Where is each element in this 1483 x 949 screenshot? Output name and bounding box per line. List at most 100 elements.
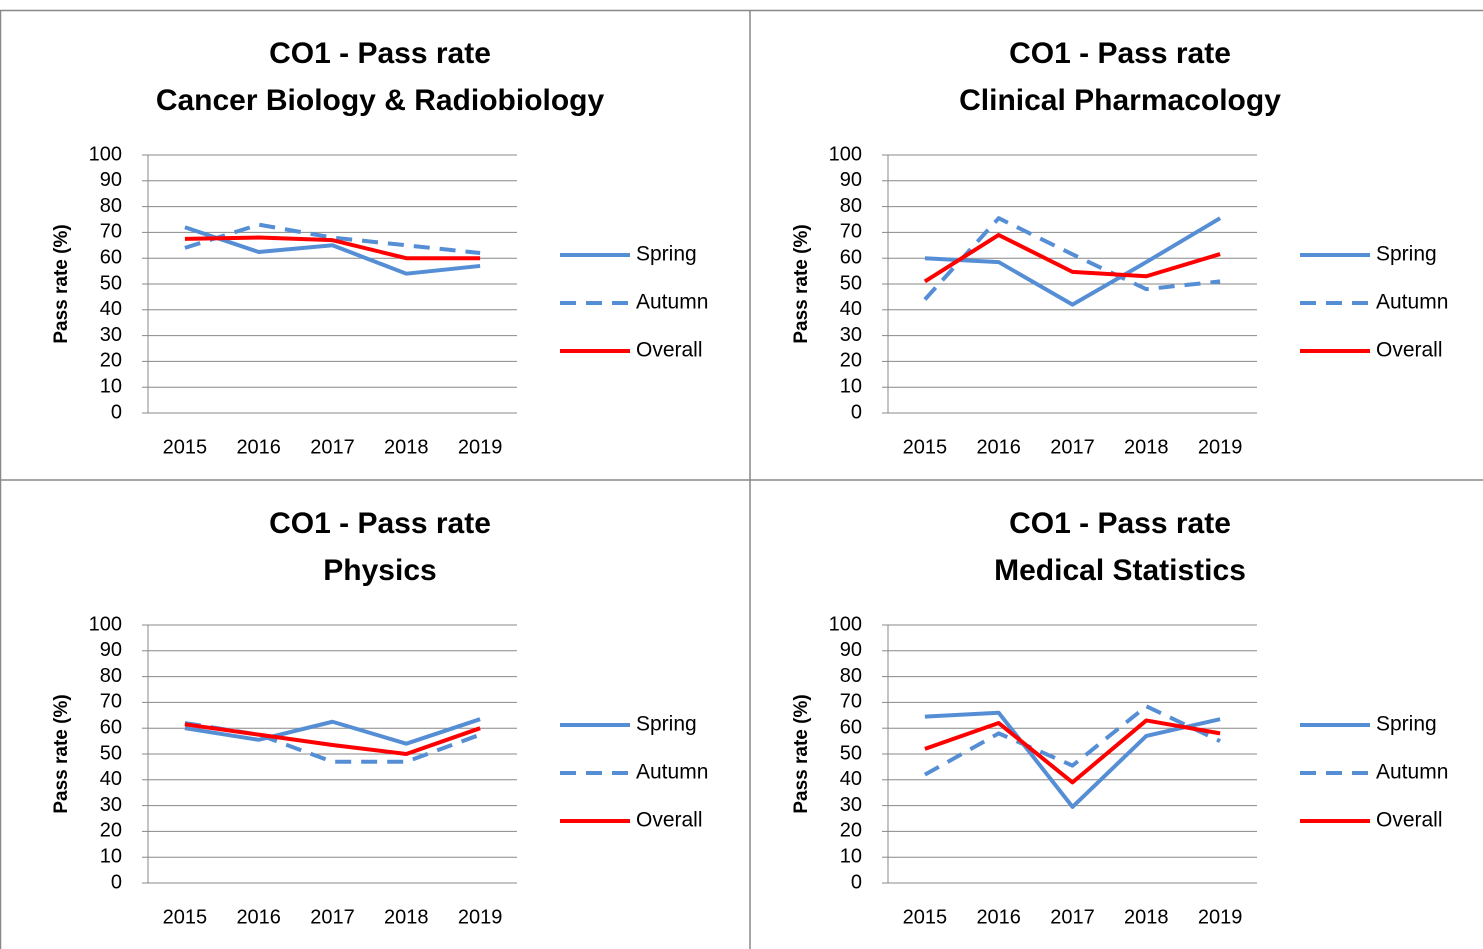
y-tick-label: 100: [89, 143, 122, 165]
series-line: [184, 717, 481, 746]
y-tick-label: 0: [111, 871, 122, 893]
x-tick-label: 2015: [903, 906, 948, 928]
x-tick-label: 2016: [976, 906, 1021, 928]
legend-label: Overall: [1376, 809, 1443, 832]
y-tick-label: 10: [840, 375, 862, 397]
y-tick-label: 90: [100, 639, 122, 661]
series-line: [923, 704, 1221, 777]
y-tick-label: 100: [829, 143, 862, 165]
chart-subtitle: Medical Statistics: [994, 554, 1246, 587]
x-tick-label: 2018: [1124, 906, 1169, 928]
chart: CO1 - Pass rate Cancer Biology & Radiobio…: [51, 37, 708, 458]
y-tick-label: 30: [100, 324, 122, 346]
y-tick-label: 90: [840, 639, 862, 661]
x-tick-label: 2017: [1050, 906, 1095, 928]
y-tick-label: 90: [840, 169, 862, 191]
y-tick-label: 30: [840, 794, 862, 816]
y-tick-label: 40: [100, 768, 122, 790]
x-tick-label: 2017: [1050, 436, 1095, 458]
x-tick-label: 2019: [1198, 906, 1243, 928]
y-tick-label: 90: [100, 169, 122, 191]
y-tick-label: 60: [840, 246, 862, 268]
y-tick-label: 100: [89, 613, 122, 635]
x-tick-label: 2019: [458, 906, 503, 928]
y-tick-label: 0: [111, 401, 122, 423]
y-axis-label: Pass rate (%): [51, 694, 72, 813]
chart-subtitle: Clinical Pharmacology: [959, 84, 1281, 117]
y-tick-label: 80: [100, 665, 122, 687]
y-tick-label: 10: [840, 845, 862, 867]
x-tick-label: 2015: [163, 436, 208, 458]
y-tick-label: 0: [851, 401, 862, 423]
y-tick-label: 10: [100, 375, 122, 397]
panel-border: [0, 9, 1483, 949]
y-tick-label: 50: [840, 742, 862, 764]
y-tick-label: 70: [840, 221, 862, 243]
y-tick-label: 10: [100, 845, 122, 867]
series-line: [924, 718, 1221, 785]
y-tick-label: 70: [100, 691, 122, 713]
legend-label: Overall: [636, 339, 703, 362]
y-tick-label: 60: [100, 246, 122, 268]
y-tick-label: 60: [100, 716, 122, 738]
chart: CO1 - Pass rate Medical Statistics Pass ra…: [791, 507, 1448, 928]
y-tick-label: 20: [100, 820, 122, 842]
chart: CO1 - Pass rate Clinical Pharmacology Pass…: [791, 37, 1448, 458]
chart-title: CO1 - Pass rate: [1009, 37, 1231, 70]
x-tick-label: 2019: [1198, 436, 1243, 458]
legend-label: Spring: [1376, 243, 1437, 266]
chart-title: CO1 - Pass rate: [269, 37, 491, 70]
legend-label: Spring: [636, 243, 697, 266]
legend-label: Autumn: [1376, 291, 1448, 314]
y-tick-label: 30: [840, 324, 862, 346]
series-line: [184, 225, 481, 276]
series-line: [923, 216, 1221, 301]
y-tick-label: 0: [851, 871, 862, 893]
x-tick-label: 2015: [163, 906, 208, 928]
series-line: [924, 710, 1221, 809]
series-line: [184, 235, 481, 261]
y-tick-label: 50: [100, 742, 122, 764]
legend-label: Autumn: [1376, 761, 1448, 784]
y-tick-label: 80: [100, 195, 122, 217]
x-tick-label: 2018: [1124, 436, 1169, 458]
y-tick-label: 70: [840, 691, 862, 713]
y-axis-label: Pass rate (%): [51, 224, 72, 343]
y-tick-label: 70: [100, 221, 122, 243]
y-tick-label: 20: [100, 350, 122, 372]
y-tick-label: 50: [840, 272, 862, 294]
x-tick-label: 2016: [976, 436, 1021, 458]
y-tick-label: 40: [840, 768, 862, 790]
y-tick-label: 80: [840, 665, 862, 687]
y-axis-label: Pass rate (%): [791, 224, 812, 343]
chart: CO1 - Pass rate Physics Pass rate (%) 0 10 20…: [51, 507, 708, 928]
y-tick-label: 60: [840, 716, 862, 738]
x-tick-label: 2018: [384, 906, 429, 928]
y-tick-label: 20: [840, 820, 862, 842]
chart-title: CO1 - Pass rate: [1009, 507, 1231, 540]
series-line: [184, 722, 481, 756]
x-tick-label: 2017: [310, 436, 355, 458]
y-tick-label: 40: [100, 298, 122, 320]
series-line: [924, 216, 1222, 307]
x-tick-label: 2015: [903, 436, 948, 458]
legend-label: Spring: [636, 713, 697, 736]
chart-subtitle: Cancer Biology & Radiobiology: [156, 84, 605, 117]
chart-subtitle: Physics: [323, 554, 436, 587]
y-tick-label: 20: [840, 350, 862, 372]
chart-title: CO1 - Pass rate: [269, 507, 491, 540]
y-tick-label: 30: [100, 794, 122, 816]
x-tick-label: 2018: [384, 436, 429, 458]
legend-label: Spring: [1376, 713, 1437, 736]
y-tick-label: 80: [840, 195, 862, 217]
y-tick-label: 40: [840, 298, 862, 320]
y-tick-label: 50: [100, 272, 122, 294]
x-tick-label: 2016: [236, 436, 281, 458]
y-axis-label: Pass rate (%): [791, 694, 812, 813]
series-line: [923, 232, 1221, 284]
legend-label: Autumn: [636, 291, 708, 314]
x-tick-label: 2017: [310, 906, 355, 928]
y-tick-label: 100: [829, 613, 862, 635]
legend-label: Autumn: [636, 761, 708, 784]
